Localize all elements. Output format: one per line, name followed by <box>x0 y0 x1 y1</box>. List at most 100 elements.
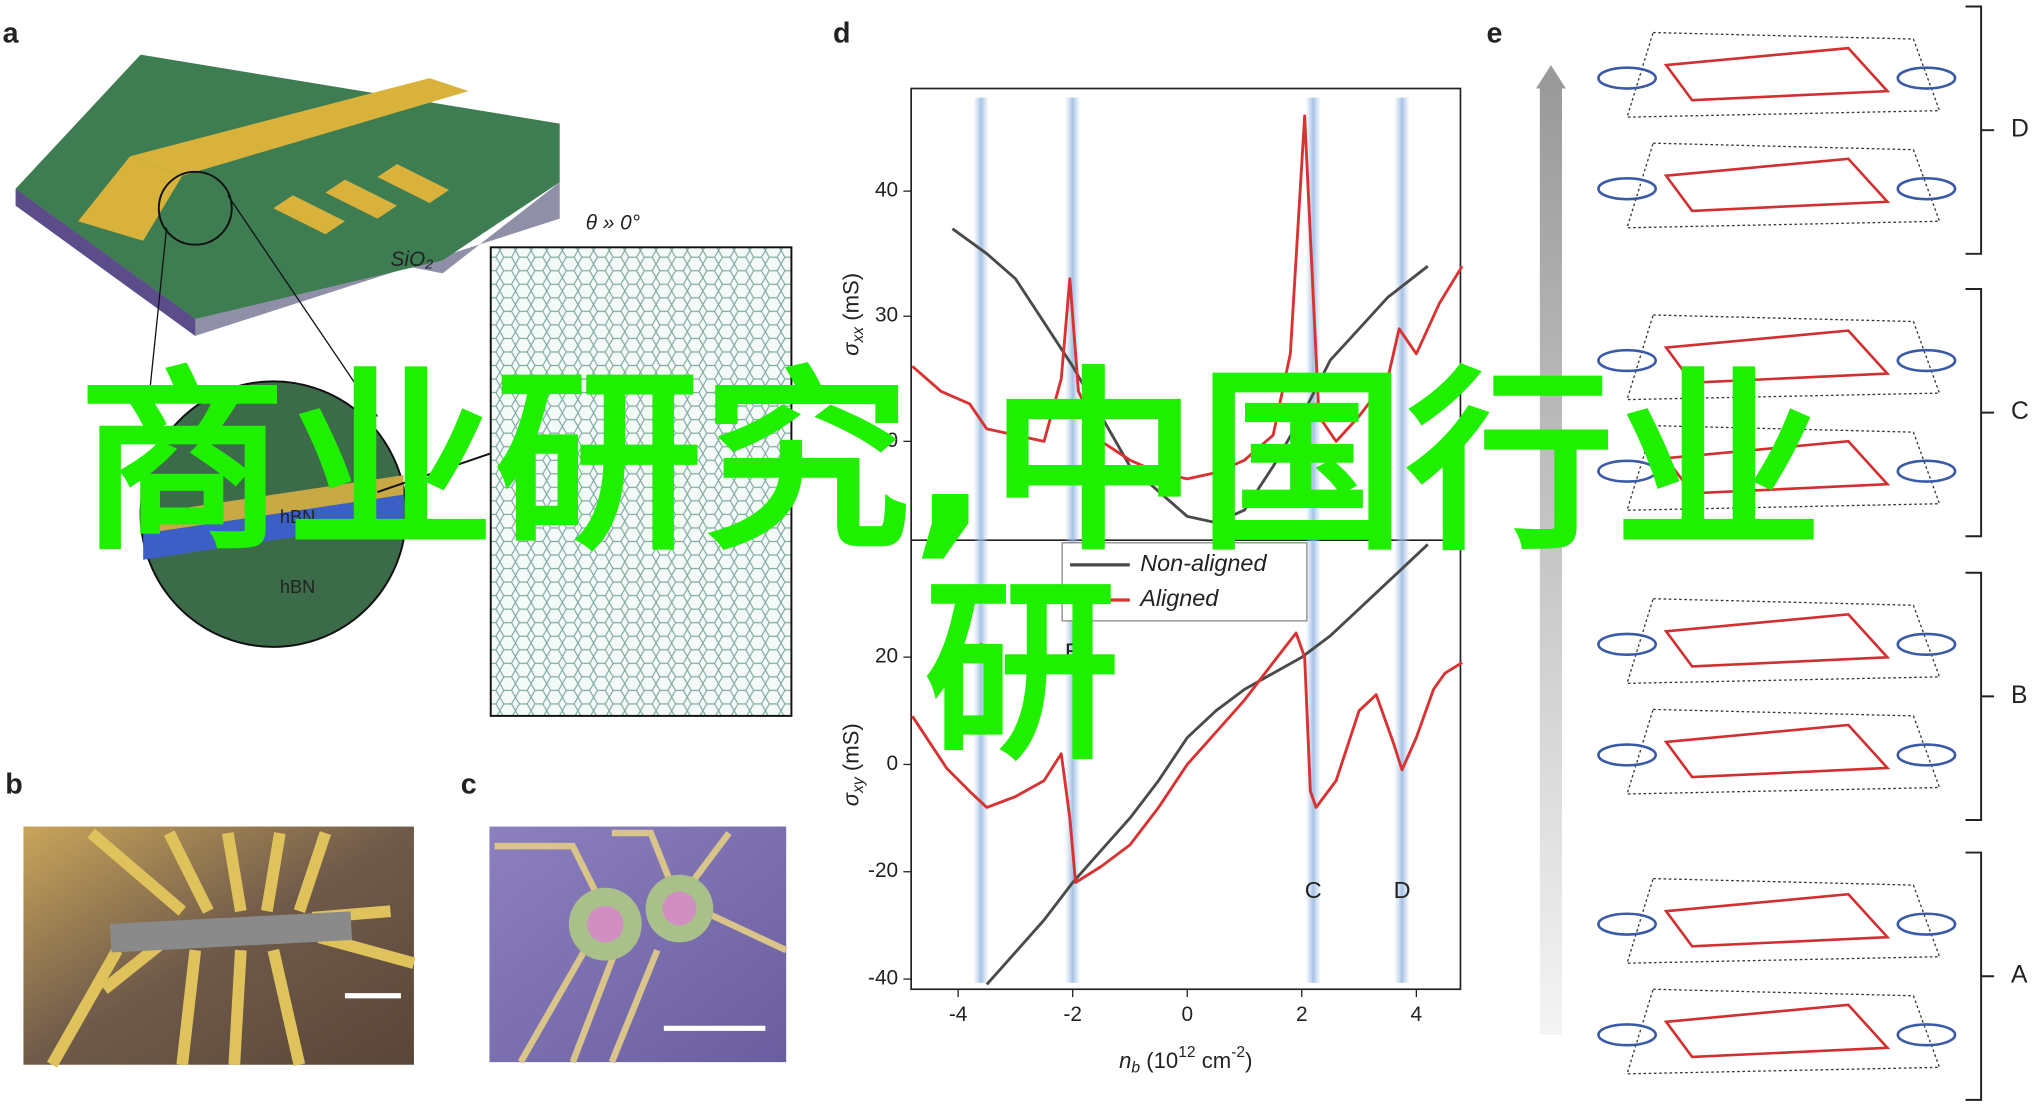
orbit-blue <box>1896 912 1957 936</box>
series-line <box>911 631 1463 884</box>
y-tick-label: 0 <box>887 752 899 775</box>
zoom-line <box>145 227 168 430</box>
axis-label-symbol: σ <box>838 341 863 356</box>
y-tick-label: -40 <box>868 967 898 990</box>
group-label: C <box>2011 398 2029 425</box>
orbit-red <box>1663 439 1891 495</box>
panel-a: a SiO₂ hBN hBN θ » 0° <box>3 18 793 717</box>
gradient-arrow <box>1539 84 1562 1035</box>
orbit-blue <box>1896 177 1957 201</box>
unit: (10 <box>1140 1048 1178 1073</box>
electrode <box>377 164 450 204</box>
electrode <box>273 195 345 235</box>
orbit-red <box>1663 46 1891 102</box>
orbit-blue <box>1597 1023 1658 1047</box>
bracket <box>1965 571 1995 822</box>
orbit-red <box>1663 1003 1891 1059</box>
axis-label-unit: (mS) <box>838 273 863 327</box>
x-tick-label: 4 <box>1411 1003 1423 1026</box>
leads <box>494 829 788 1064</box>
axis-label-symbol: σ <box>838 791 863 806</box>
electrode <box>325 179 398 219</box>
unit: ) <box>1245 1048 1252 1073</box>
unit: cm <box>1196 1048 1232 1073</box>
orbit-blue <box>1896 66 1957 90</box>
highlight-band <box>1064 97 1081 983</box>
moire-inset <box>489 246 793 717</box>
panel-b: b <box>5 769 416 1068</box>
axis-label: σxx (mS) <box>838 273 867 356</box>
panel-label: a <box>3 18 20 50</box>
x-tick-label: -2 <box>1063 1003 1082 1026</box>
slab-edge <box>15 188 196 336</box>
region-label: A <box>973 639 989 665</box>
highlight-band <box>973 97 989 983</box>
axis-label: σxy (mS) <box>838 723 867 806</box>
layer-label: hBN <box>280 507 315 527</box>
y-tick-label: 30 <box>875 304 898 327</box>
orbit-red <box>1663 613 1891 668</box>
orbit-blue <box>1597 632 1658 657</box>
orbit-red <box>1663 723 1891 779</box>
y-tick-label: 20 <box>875 645 898 668</box>
contact <box>587 905 624 943</box>
inset-title: θ » 0° <box>586 211 640 234</box>
symbol: n <box>1119 1048 1131 1073</box>
series-line <box>985 543 1429 986</box>
bracket <box>1965 5 1995 255</box>
panel-e: e D C B A <box>1486 5 2029 1101</box>
series-line <box>951 227 1429 525</box>
orbit-blue <box>1597 743 1658 767</box>
axis-label-subscript: xx <box>850 326 867 344</box>
x-axis-label: nb (1012 cm-2) <box>1119 1044 1252 1077</box>
orbit-blue <box>1597 177 1658 201</box>
watermark-text: 研 <box>924 560 1119 787</box>
layer-label: hBN <box>280 577 315 597</box>
orbit-blue <box>1597 459 1658 483</box>
region-label: D <box>1394 877 1411 903</box>
device <box>110 911 353 953</box>
group-label: B <box>2011 682 2028 709</box>
y-tick-label: 40 <box>875 179 898 202</box>
subscript: b <box>1131 1060 1140 1077</box>
electrode <box>130 78 469 176</box>
orbit-blue <box>1597 348 1658 373</box>
axes-frame <box>910 87 1462 991</box>
orbit-blue <box>1896 459 1957 483</box>
graphene-layer <box>143 475 404 534</box>
orbit-blue <box>1597 66 1658 90</box>
legend-label: Aligned <box>1138 585 1219 611</box>
x-tick-label: -4 <box>949 1003 968 1026</box>
y-tick-label: 20 <box>875 429 898 452</box>
orbit-blue <box>1896 632 1957 657</box>
region-label: C <box>1305 877 1322 903</box>
bracket <box>1965 851 1995 1101</box>
panel-label: e <box>1486 18 1502 50</box>
panel-label: c <box>461 769 477 801</box>
group-label: D <box>2011 116 2029 143</box>
group-label: A <box>2011 962 2028 989</box>
zoom-circle <box>157 170 233 246</box>
superscript: 12 <box>1178 1044 1195 1061</box>
panel-label: d <box>833 18 851 50</box>
panel-c: c <box>461 769 788 1064</box>
axis-label-subscript: xy <box>850 776 867 794</box>
substrate-label: SiO₂ <box>391 248 434 271</box>
arrow <box>377 452 493 493</box>
series-line <box>911 114 1464 481</box>
x-tick-label: 0 <box>1181 1003 1193 1026</box>
x-tick-label: 2 <box>1296 1003 1308 1026</box>
region-label: B <box>1065 639 1081 665</box>
orbit-blue <box>1597 912 1658 936</box>
watermark-text: 商业研究,中国行业 <box>78 351 1822 578</box>
orbit-red <box>1663 157 1891 213</box>
leads <box>46 828 416 1068</box>
orbit-blue <box>1896 348 1957 373</box>
hbn-layer <box>143 494 404 560</box>
slab-top <box>15 54 560 319</box>
electrode <box>78 156 183 241</box>
panel-label: b <box>5 769 23 801</box>
axis-label-unit: (mS) <box>838 723 863 777</box>
orbit-red <box>1663 329 1891 385</box>
orbit-blue <box>1896 743 1957 767</box>
